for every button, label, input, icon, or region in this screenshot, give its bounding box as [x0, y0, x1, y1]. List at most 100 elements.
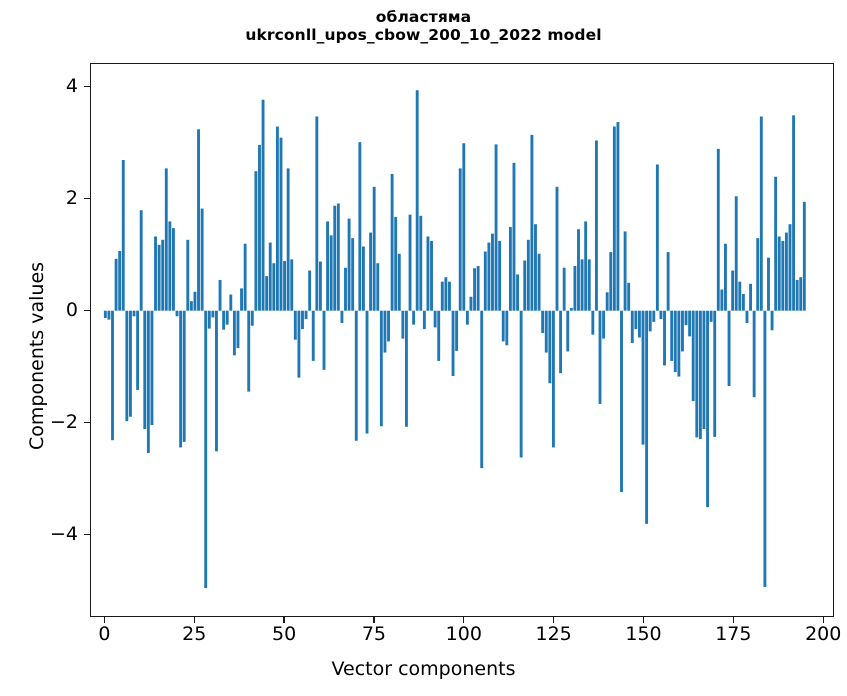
- bar: [175, 310, 179, 317]
- bar: [551, 310, 555, 448]
- bar: [752, 310, 756, 398]
- bar: [709, 310, 713, 322]
- bar: [505, 310, 509, 346]
- bar: [577, 229, 580, 311]
- bar: [774, 176, 778, 311]
- bar: [186, 239, 190, 311]
- bar: [698, 310, 702, 440]
- bar: [784, 232, 788, 311]
- bar: [301, 310, 304, 330]
- bar: [580, 259, 584, 311]
- bar: [634, 310, 638, 330]
- bar: [247, 310, 251, 392]
- bar: [777, 236, 781, 311]
- bar: [336, 203, 340, 311]
- bar: [659, 310, 663, 320]
- x-tick-mark: [103, 617, 106, 623]
- bar: [308, 270, 312, 311]
- bar: [207, 310, 211, 329]
- bar: [480, 310, 484, 469]
- bar: [469, 296, 473, 311]
- bar: [405, 310, 408, 427]
- bar: [695, 310, 699, 438]
- bar: [770, 310, 774, 331]
- x-tick-mark: [463, 617, 465, 623]
- bar: [605, 292, 609, 311]
- bar: [440, 281, 444, 311]
- x-tick-mark: [552, 617, 555, 623]
- bar: [483, 251, 487, 311]
- bar: [376, 263, 380, 311]
- x-tick-label: 200: [805, 623, 842, 645]
- bar: [462, 143, 466, 311]
- bar: [150, 310, 154, 426]
- bar: [107, 310, 111, 320]
- chart-title-line-2: ukrconll_upos_cbow_200_10_2022 model: [245, 26, 602, 45]
- bar: [340, 310, 344, 323]
- bar: [401, 310, 405, 339]
- bar: [530, 134, 534, 311]
- y-tick-mark: [84, 197, 90, 200]
- bar: [189, 301, 193, 311]
- bar: [211, 310, 215, 318]
- bar: [333, 205, 337, 311]
- bar: [293, 310, 297, 340]
- x-tick-label: 175: [715, 623, 752, 645]
- bar: [476, 266, 480, 311]
- bar: [519, 310, 523, 458]
- bar: [365, 310, 369, 434]
- bar: [612, 126, 616, 311]
- bar: [541, 310, 545, 334]
- bar: [372, 186, 376, 311]
- bar: [168, 221, 172, 311]
- bar: [727, 310, 731, 387]
- bar: [627, 282, 631, 311]
- bar: [433, 310, 437, 328]
- bar: [598, 310, 602, 404]
- bar: [311, 310, 315, 361]
- bar: [408, 214, 412, 311]
- bar: [609, 252, 613, 311]
- bar: [523, 260, 527, 311]
- bar: [179, 310, 183, 448]
- bar: [548, 310, 552, 384]
- bar: [713, 310, 717, 437]
- bar: [648, 310, 652, 332]
- bar: [491, 233, 494, 311]
- bar: [645, 310, 649, 524]
- bar: [620, 310, 623, 493]
- bar: [426, 236, 430, 311]
- bar: [537, 253, 541, 311]
- bar: [182, 310, 186, 442]
- bar: [283, 261, 287, 311]
- bar: [684, 310, 688, 326]
- bar: [508, 226, 512, 311]
- bar: [222, 310, 226, 330]
- bar: [415, 90, 419, 311]
- bar: [759, 116, 763, 311]
- bar: [591, 310, 595, 335]
- bar: [594, 140, 598, 311]
- x-tick-label: 125: [535, 623, 572, 645]
- bar: [146, 310, 150, 454]
- x-tick-mark: [732, 617, 735, 623]
- bar: [344, 267, 347, 311]
- bar: [724, 243, 727, 311]
- bar: [279, 137, 283, 311]
- bar: [573, 266, 577, 311]
- bar: [322, 310, 326, 370]
- bar: [666, 252, 670, 311]
- bar: [616, 122, 620, 311]
- bar: [304, 310, 308, 320]
- y-tick-mark: [84, 309, 90, 312]
- chart-title-line-1: областяма: [375, 8, 472, 26]
- bar: [688, 310, 692, 337]
- bar: [232, 310, 236, 356]
- bar: [290, 259, 294, 311]
- bar: [451, 310, 455, 376]
- y-tick-label: 4: [65, 74, 78, 97]
- x-tick-label: 75: [361, 623, 387, 645]
- bar: [422, 310, 426, 330]
- bar: [555, 186, 559, 311]
